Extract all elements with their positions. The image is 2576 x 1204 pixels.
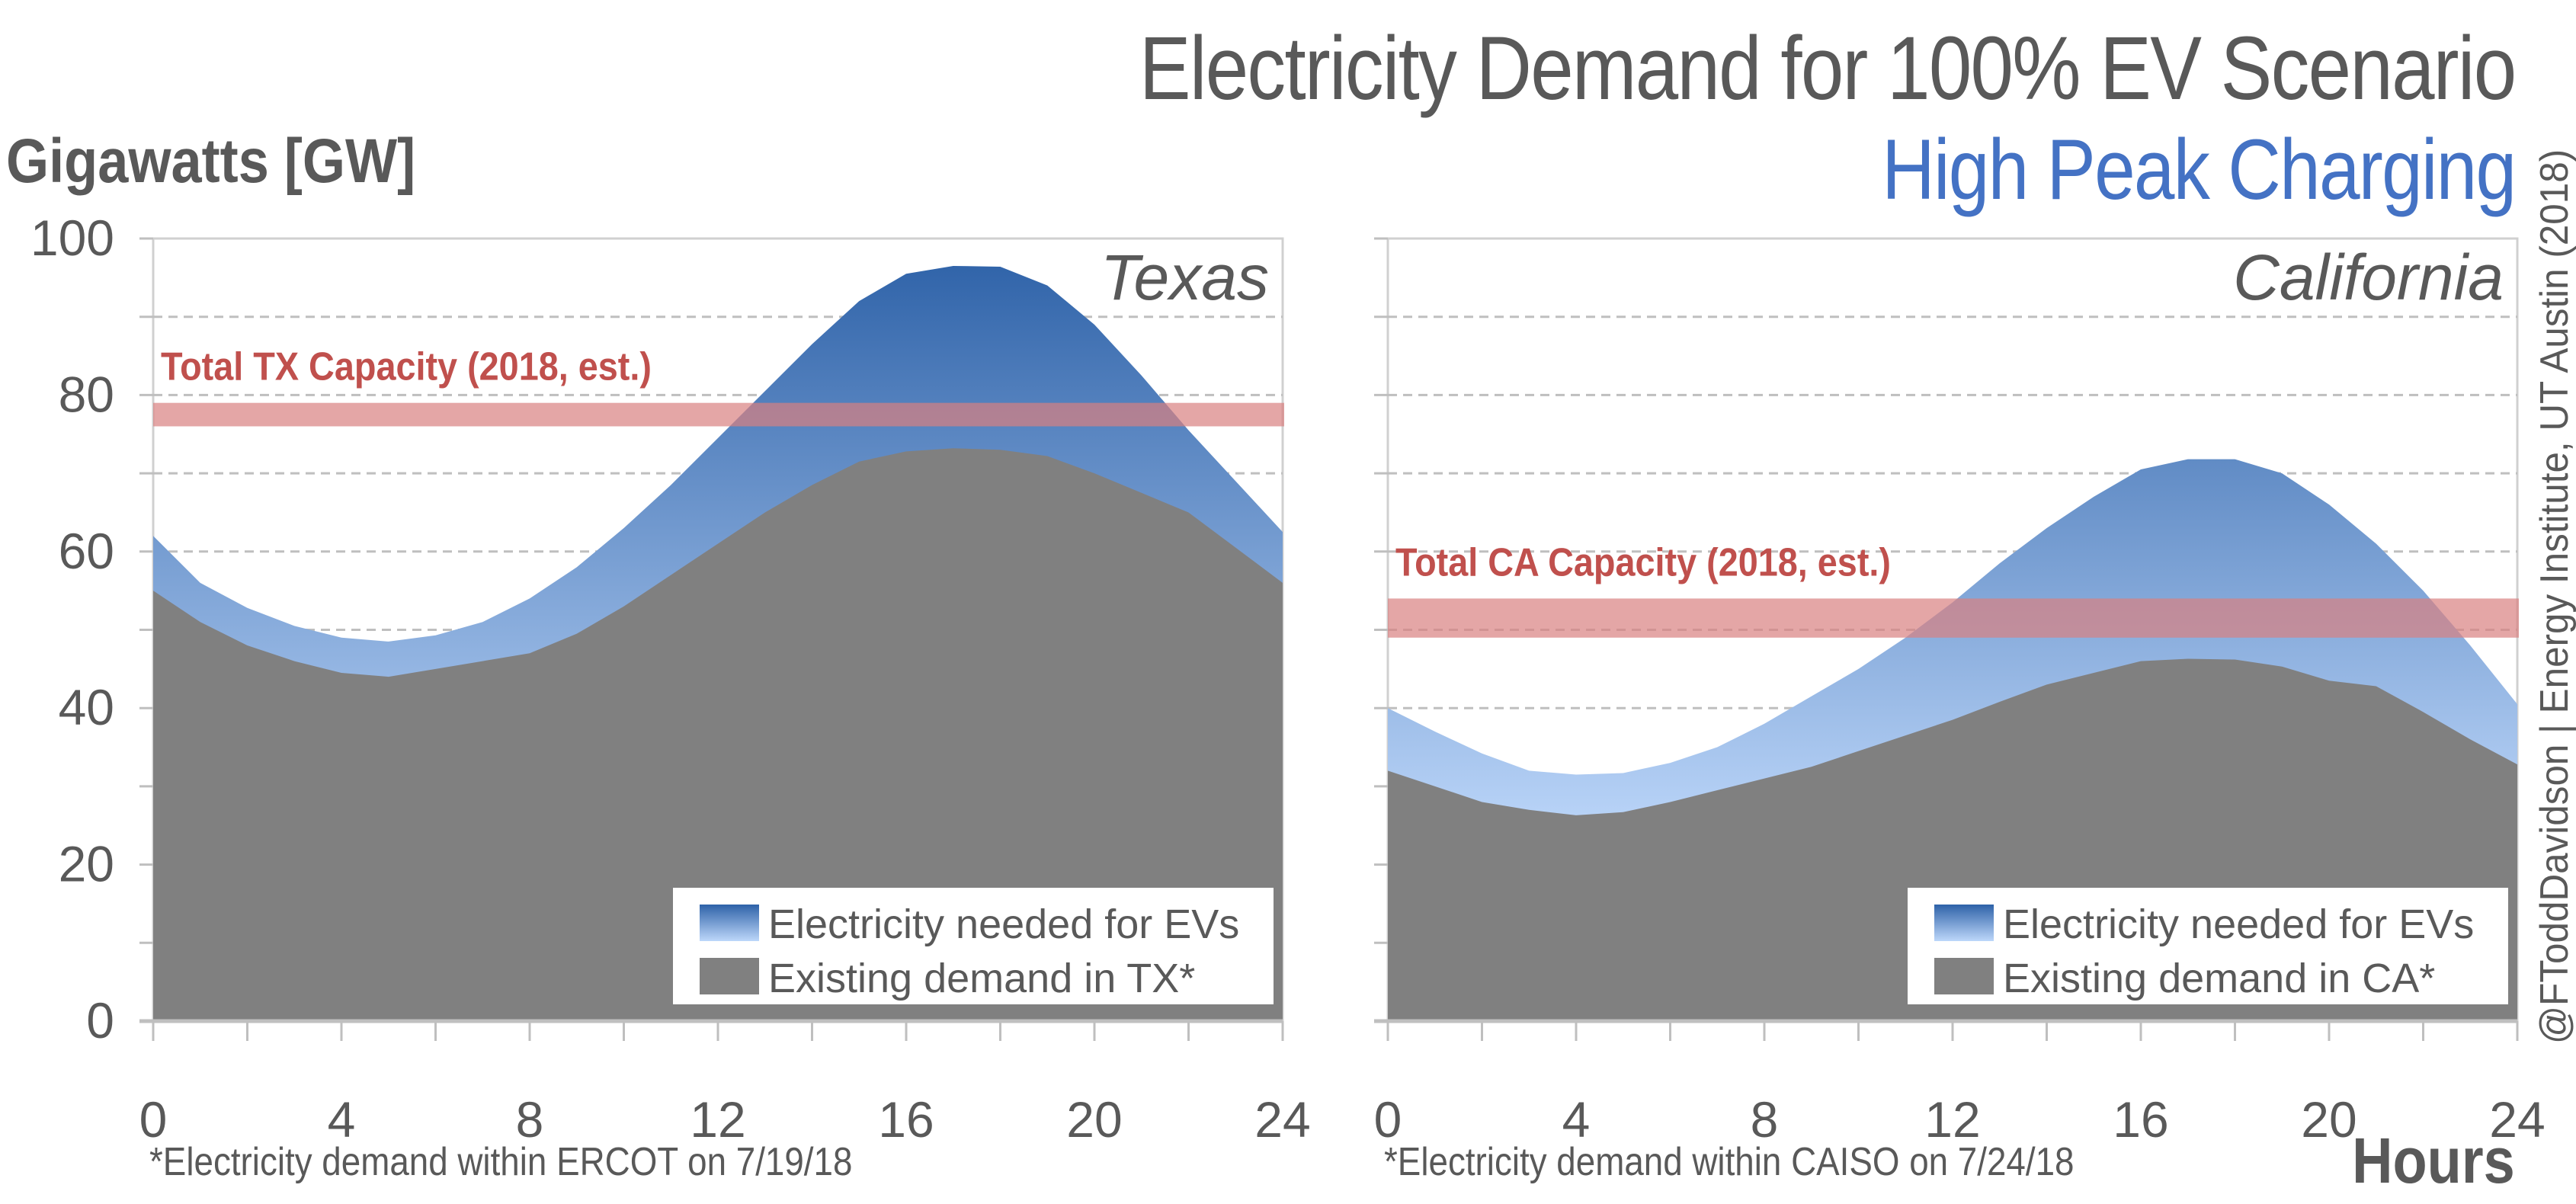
existing-demand-area [153,448,1283,1021]
x-tick-label: 16 [2113,1091,2168,1148]
legend: Electricity needed for EVs Existing deman… [673,888,1274,1004]
x-tick-label: 0 [139,1091,168,1148]
capacity-band [153,402,1284,427]
legend-swatch-ev [1934,905,1994,941]
x-tick-label: 8 [516,1091,544,1148]
legend-label-ev: Electricity needed for EVs [768,901,1239,947]
chart-subtitle: High Peak Charging [1881,122,2517,217]
legend-label-ev: Electricity needed for EVs [2003,901,2474,947]
y-tick-label: 20 [59,836,114,892]
chart-title: Electricity Demand for 100% EV Scenario [1139,18,2516,119]
legend-label-existing: Existing demand in TX* [768,956,1195,1001]
capacity-label: Total TX Capacity (2018, est.) [161,344,652,389]
x-tick-label: 12 [690,1091,745,1148]
y-tick-label: 100 [30,210,114,266]
footnote-california: *Electricity demand within CAISO on 7/24… [1384,1140,2075,1184]
x-tick-label: 4 [328,1091,356,1148]
x-tick-label: 0 [1374,1091,1402,1148]
legend-box [1908,888,2508,1004]
y-axis-title: Gigawatts [GW] [6,126,416,196]
legend-box [673,888,1274,1004]
legend-swatch-existing [1934,958,1994,994]
x-tick-label: 12 [1924,1091,1980,1148]
x-tick-label: 4 [1562,1091,1591,1148]
x-tick-label: 16 [878,1091,934,1148]
panel-title: Texas [1101,242,1269,313]
x-axis-title: Hours [2352,1125,2515,1196]
y-tick-label: 40 [59,679,114,735]
x-tick-label: 8 [1751,1091,1779,1148]
legend: Electricity needed for EVs Existing deman… [1908,888,2508,1004]
y-tick-label: 80 [59,366,114,422]
legend-swatch-ev [700,905,759,941]
panel-california: Total CA Capacity (2018, est.) 0 4 8 12 16 20 2… [1374,237,2546,1148]
x-tick-label: 20 [2301,1091,2357,1148]
panel-title: California [2233,242,2504,313]
capacity-band [1388,598,2519,638]
footnote-texas: *Electricity demand within ERCOT on 7/19… [149,1140,853,1184]
legend-swatch-existing [700,958,759,994]
panel-texas: Total TX Capacity (2018, est.) 0 4 8 12 16 20 2… [30,210,1311,1148]
capacity-label: Total CA Capacity (2018, est.) [1395,540,1891,584]
legend-label-existing: Existing demand in CA* [2003,956,2435,1001]
y-tick-label: 0 [86,992,114,1049]
x-tick-label: 24 [2489,1091,2545,1148]
x-tick-label: 20 [1066,1091,1122,1148]
y-tick-label: 60 [59,523,114,579]
x-tick-label: 24 [1254,1091,1310,1148]
